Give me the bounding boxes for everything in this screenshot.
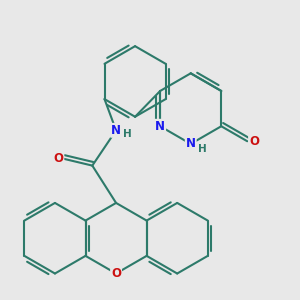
Text: H: H xyxy=(198,144,207,154)
Text: N: N xyxy=(186,137,196,150)
Text: H: H xyxy=(123,129,132,139)
Text: N: N xyxy=(111,124,121,137)
Text: O: O xyxy=(111,267,121,280)
Text: N: N xyxy=(155,120,165,133)
Text: O: O xyxy=(249,135,259,148)
Text: O: O xyxy=(53,152,63,165)
